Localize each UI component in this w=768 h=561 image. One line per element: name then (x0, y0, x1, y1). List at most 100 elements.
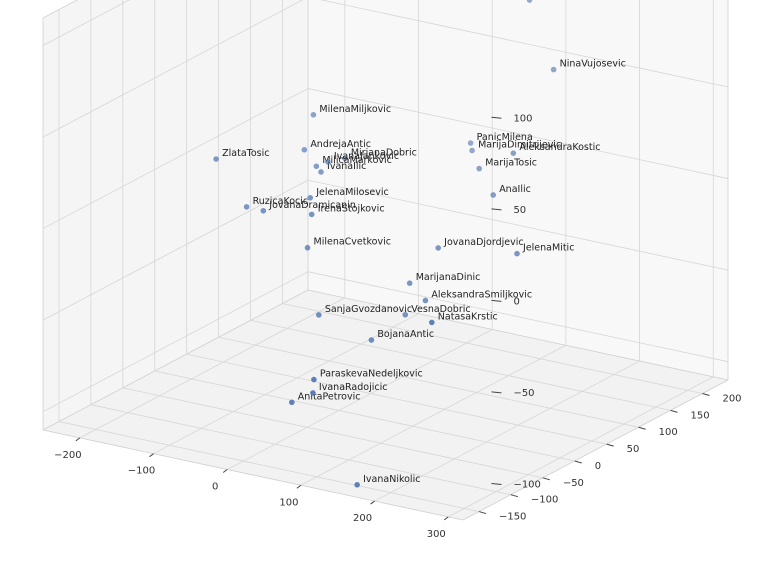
grid-line-z (42, 0, 130, 46)
scatter-point (510, 150, 517, 156)
scatter-point (435, 245, 441, 251)
grid-lines (42, 0, 729, 518)
y-tick-mark (478, 511, 487, 515)
z-tick-label: 50 (513, 205, 526, 216)
grid-line-z (319, 0, 729, 88)
point-label: IvanaIlic (327, 161, 366, 172)
y-tick-mark (638, 426, 646, 430)
z-tick-mark (491, 299, 502, 302)
scatter-point (310, 390, 316, 396)
grid-line-x (300, 344, 567, 486)
scatter-point (422, 297, 429, 304)
x-tick-label: −200 (54, 450, 81, 461)
point-label: JelenaMitic (522, 243, 574, 254)
axis-ticks: −200 −100 0 100 200 300 −150 −100 −50 0 50 100 150 20… (54, 113, 741, 540)
point-label: SanjaGvozdanovic (325, 304, 412, 315)
pane-edge (307, 289, 729, 381)
point-label: JovanaDramicanin (268, 200, 356, 211)
y-tick-mark (542, 477, 550, 481)
scatter-point (310, 111, 317, 118)
z-tick-mark (491, 391, 502, 394)
x-tick-mark (370, 500, 375, 505)
scatter-point (514, 250, 520, 257)
z-tick-mark (491, 482, 502, 485)
point-label: MarijanaDinic (416, 272, 481, 283)
left-pane (43, 0, 308, 430)
x-tick-label: −100 (128, 466, 155, 477)
x-tick-mark (296, 484, 302, 489)
grid-line-z (42, 0, 304, 138)
grid-line-z (42, 179, 309, 321)
grid-line-y (186, 353, 607, 445)
grid-line-y (90, 404, 511, 496)
z-tick-mark (491, 208, 502, 211)
grid-line-x (374, 360, 640, 502)
y-tick-label: 50 (627, 444, 640, 455)
floor-pane (43, 290, 728, 520)
x-tick-label: 200 (353, 513, 372, 524)
y-tick-label: 200 (722, 393, 741, 404)
pane-edge (42, 429, 464, 521)
back-pane (308, 0, 728, 380)
z-tick-mark (491, 116, 502, 119)
x-tick-mark (149, 453, 154, 458)
y-tick-label: −50 (563, 478, 584, 489)
grid-line-z (307, 179, 729, 271)
scatter-point (318, 169, 324, 175)
x-tick-mark (222, 469, 228, 473)
scatter-point (301, 146, 308, 153)
scatter-point (526, 0, 533, 3)
point-label: MirjanaDobric (351, 147, 417, 158)
point-label: MarijaTosic (485, 158, 537, 169)
grid-line-z (42, 88, 309, 229)
y-tick-mark (670, 409, 678, 413)
y-tick-mark (510, 494, 519, 498)
y-tick-mark (574, 460, 582, 464)
point-label: RuzicaKocic (253, 196, 309, 207)
x-tick-mark (443, 516, 449, 521)
z-tick-label: −50 (513, 388, 534, 399)
scatter-point (476, 165, 482, 172)
point-label: AnitaPetrovic (298, 391, 361, 402)
axis-panes (42, 0, 729, 521)
pane-edge (42, 289, 309, 431)
y-tick-label: −100 (531, 495, 558, 506)
point-label: VesnaDobric (411, 304, 470, 315)
y-tick-mark (606, 443, 614, 447)
pane-edge (462, 379, 729, 521)
z-tick-label: 100 (513, 113, 532, 124)
grid-line-x (227, 329, 493, 470)
grid-line-z (307, 88, 729, 179)
scatter-point (213, 156, 219, 162)
scatter-point (354, 482, 360, 488)
point-label: NinaVujosevic (560, 59, 626, 70)
point-label: IvanaJankovic (334, 151, 399, 162)
scatter-point (311, 376, 317, 383)
point-label: AleksandraKostic (519, 142, 600, 153)
point-label: IvanaRadojicic (319, 382, 388, 393)
scatter-point (490, 192, 496, 198)
grid-line-y (122, 387, 543, 479)
scatter-point (307, 194, 314, 201)
point-label: ParaskevaNedeljkovic (320, 369, 423, 380)
y-tick-label: 100 (659, 427, 678, 438)
scatter-point (308, 211, 315, 218)
point-label: AleksandraSmiljkovic (431, 289, 532, 300)
grid-line-y (154, 370, 575, 462)
point-label: JovanaDjordjevic (443, 237, 523, 248)
point-label: MilenaMiljkovic (319, 104, 391, 115)
grid-line-y (250, 319, 671, 411)
scatter-point (342, 155, 348, 162)
point-label: MarijaDimitrijevic (478, 139, 561, 150)
z-tick-label: 0 (513, 296, 519, 307)
point-label: PanicMilena (477, 132, 533, 143)
grid-line-x (448, 376, 714, 518)
y-tick-mark (702, 393, 710, 396)
scatter-point (406, 280, 413, 286)
point-label: MilicaMarkovic (322, 155, 392, 166)
scatter-point (550, 66, 557, 73)
scatter-point (325, 159, 331, 165)
point-label: MilenaCvetkovic (314, 237, 391, 248)
y-tick-label: 150 (691, 410, 710, 421)
